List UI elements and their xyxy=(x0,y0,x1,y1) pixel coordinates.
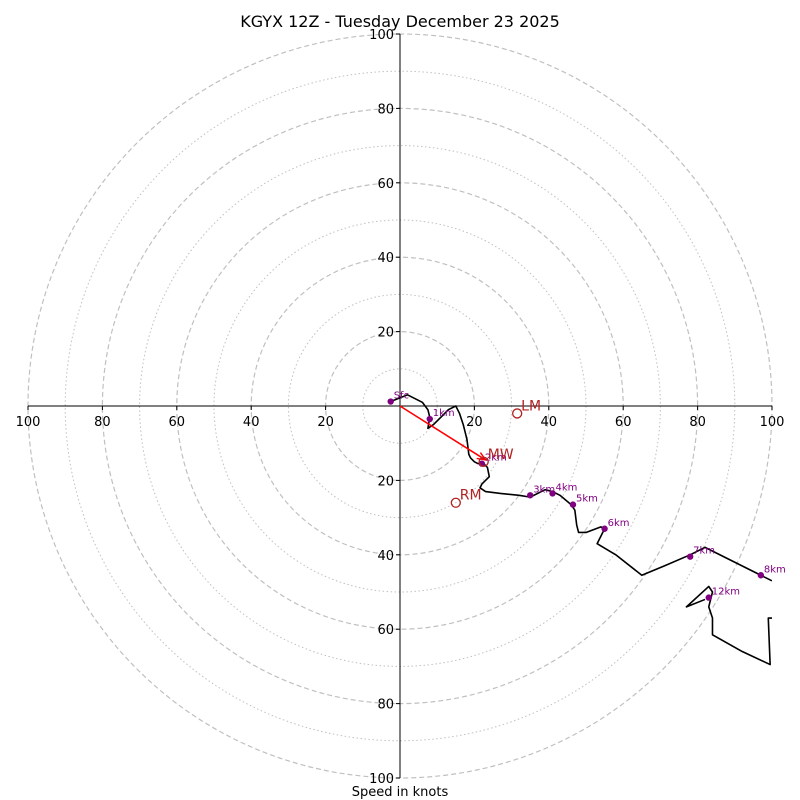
storm-motions: LM MW RM xyxy=(450,398,541,508)
storm-motion-label: LM xyxy=(521,398,541,414)
shear-vector-line xyxy=(399,405,486,461)
height-marker-label: 6km xyxy=(608,518,630,529)
height-marker-label: 4km xyxy=(556,482,578,493)
y-tick-label: 100 xyxy=(369,772,394,787)
axis-ticks xyxy=(27,33,773,779)
height-marker-label: 12km xyxy=(712,587,740,598)
wind-trace-line xyxy=(390,394,772,582)
x-tick-label: 40 xyxy=(541,415,558,430)
height-marker-dot xyxy=(387,398,394,405)
height-marker-label: 5km xyxy=(576,494,598,505)
height-marker-dot xyxy=(686,553,694,560)
x-tick-label: 100 xyxy=(760,415,785,430)
x-tick-label: 20 xyxy=(317,415,334,430)
height-marker-label: Sfc xyxy=(394,391,409,402)
storm-motion-marker xyxy=(478,456,489,467)
y-tick-label: 40 xyxy=(377,549,394,564)
x-tick-label: 20 xyxy=(466,415,483,430)
height-marker-dot xyxy=(549,490,556,497)
y-tick-label: 40 xyxy=(377,251,394,266)
y-tick-label: 80 xyxy=(377,102,394,117)
height-marker-dot xyxy=(426,415,433,423)
y-tick-label: 20 xyxy=(377,474,394,489)
x-tick-label: 40 xyxy=(243,415,260,430)
y-tick-label: 60 xyxy=(377,623,394,638)
x-tick-labels: 100 80 60 40 20 20 40 60 80 100 xyxy=(16,415,785,430)
wind-trace-line xyxy=(685,585,772,666)
height-marker-dot xyxy=(705,594,712,601)
height-marker-dot xyxy=(569,501,577,508)
height-marker-label: 2km xyxy=(485,453,507,464)
x-tick-label: 60 xyxy=(615,415,632,430)
height-marker-label: 1km xyxy=(433,408,455,419)
height-marker-label: 8km xyxy=(764,564,786,575)
height-marker-label: 3km xyxy=(533,484,555,495)
chart-title: KGYX 12Z - Tuesday December 23 2025 xyxy=(240,12,560,31)
storm-motion-marker xyxy=(450,497,461,508)
height-marker-dot xyxy=(757,572,765,579)
wind-trace xyxy=(390,394,772,666)
y-tick-label: 100 xyxy=(369,28,394,43)
x-tick-label: 60 xyxy=(169,415,186,430)
height-marker-label: 7km xyxy=(693,546,715,557)
storm-motion-label: RM xyxy=(460,488,482,504)
x-tick-label: 100 xyxy=(16,415,41,430)
y-tick-label: 60 xyxy=(377,177,394,192)
height-marker-dot xyxy=(527,492,534,499)
x-tick-label: 80 xyxy=(689,415,706,430)
x-axis-label: Speed in knots xyxy=(352,785,449,800)
y-tick-label: 20 xyxy=(377,326,394,341)
height-marker-dot xyxy=(601,525,608,532)
x-tick-label: 80 xyxy=(94,415,111,430)
storm-motion-label: MW xyxy=(488,447,514,463)
y-tick-labels: 100 80 60 40 20 20 40 60 80 100 xyxy=(369,28,394,787)
storm-motion-marker xyxy=(512,408,523,419)
y-tick-label: 80 xyxy=(377,698,394,713)
